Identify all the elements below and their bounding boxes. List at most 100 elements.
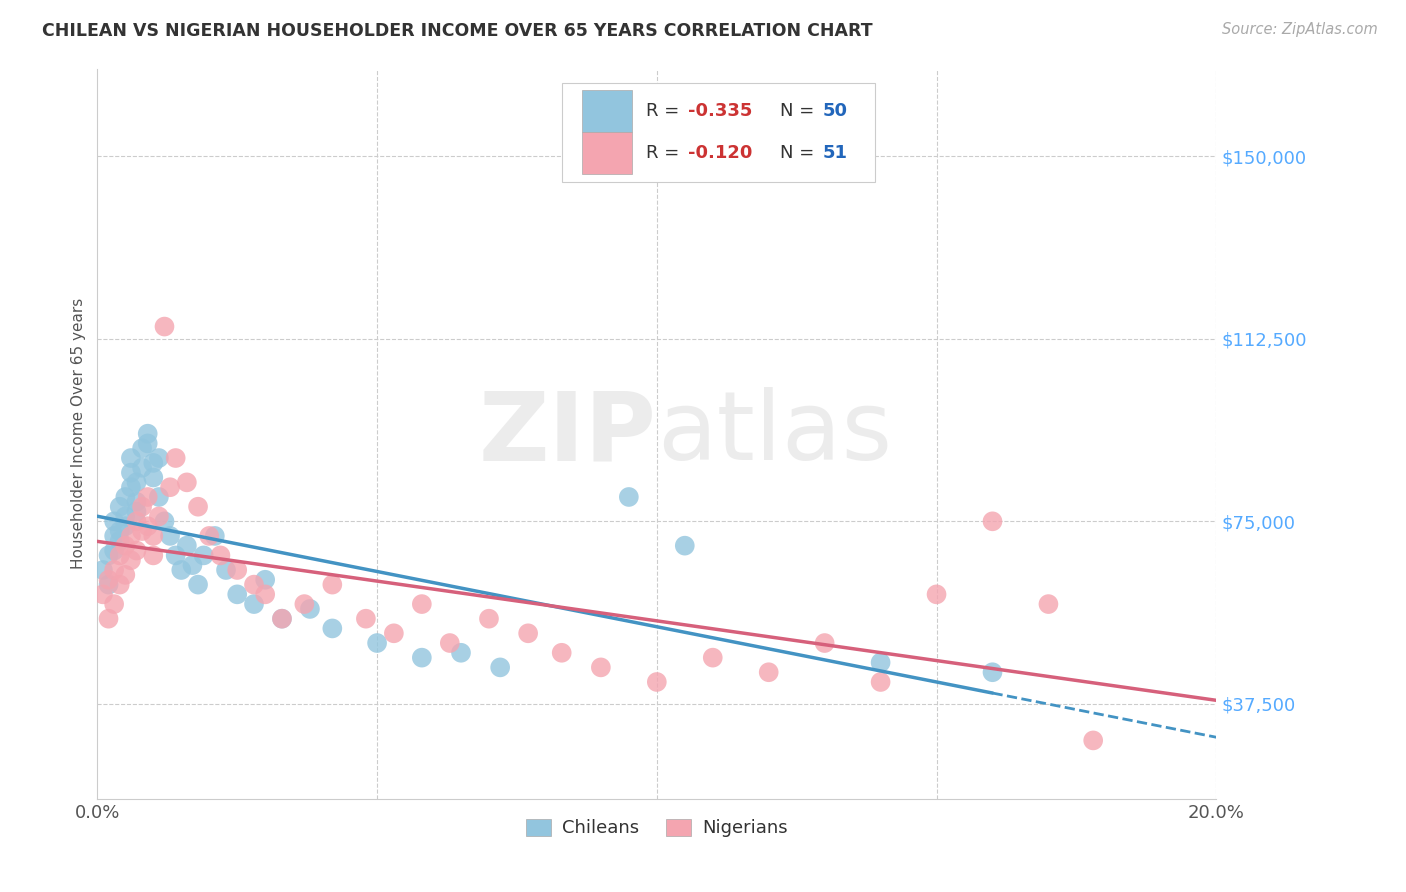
Point [159,529,181,543]
FancyBboxPatch shape [582,132,633,175]
Point [215,563,238,577]
Text: R =: R = [645,102,685,120]
Point [254,573,277,587]
Text: N =: N = [780,145,820,162]
Point [120,480,142,494]
Point [148,490,170,504]
Point [165,450,187,465]
Point [125,505,148,519]
Point [120,450,142,465]
Point [136,519,159,533]
Text: Source: ZipAtlas.com: Source: ZipAtlas.com [1222,22,1378,37]
Text: -0.335: -0.335 [688,102,752,120]
Text: -0.120: -0.120 [688,145,752,162]
Point [131,442,153,456]
Point [125,495,148,509]
Point [159,480,181,494]
Point [243,577,266,591]
Point [103,529,125,543]
Point [204,529,226,543]
Point [869,656,891,670]
Point [131,460,153,475]
Point [981,514,1004,528]
Text: CHILEAN VS NIGERIAN HOUSEHOLDER INCOME OVER 65 YEARS CORRELATION CHART: CHILEAN VS NIGERIAN HOUSEHOLDER INCOME O… [42,22,873,40]
Point [517,626,540,640]
Point [869,675,891,690]
Point [589,660,612,674]
Point [925,587,948,601]
Point [103,543,125,558]
FancyBboxPatch shape [562,83,875,182]
Point [321,577,343,591]
Point [321,622,343,636]
Point [114,509,136,524]
Point [243,597,266,611]
Point [97,577,120,591]
Point [702,650,724,665]
Point [271,612,294,626]
Point [142,529,165,543]
Point [142,456,165,470]
Point [617,490,640,504]
Point [411,650,433,665]
Text: 50: 50 [823,102,848,120]
Point [125,475,148,490]
Point [170,563,193,577]
Text: N =: N = [780,102,820,120]
Text: 51: 51 [823,145,848,162]
Point [120,529,142,543]
Point [165,549,187,563]
Point [176,539,198,553]
Point [382,626,405,640]
Point [108,549,131,563]
Point [131,500,153,514]
Point [176,475,198,490]
FancyBboxPatch shape [582,90,633,132]
Point [298,602,321,616]
Point [181,558,204,573]
Point [148,509,170,524]
Point [153,319,176,334]
Point [1038,597,1060,611]
Point [551,646,574,660]
Point [103,597,125,611]
Text: atlas: atlas [657,387,891,480]
Point [142,470,165,484]
Point [198,529,221,543]
Text: R =: R = [645,145,685,162]
Point [1083,733,1105,747]
Point [114,519,136,533]
Point [450,646,472,660]
Point [645,675,668,690]
Point [114,539,136,553]
Point [354,612,377,626]
Y-axis label: Householder Income Over 65 years: Householder Income Over 65 years [72,298,86,569]
Point [814,636,837,650]
Point [226,563,249,577]
Point [193,549,215,563]
Point [142,549,165,563]
Point [108,500,131,514]
Point [489,660,512,674]
Point [187,500,209,514]
Point [187,577,209,591]
Point [148,450,170,465]
Point [271,612,294,626]
Point [120,466,142,480]
Point [97,549,120,563]
Point [97,612,120,626]
Point [120,553,142,567]
Point [125,514,148,528]
Point [136,426,159,441]
Point [136,490,159,504]
Point [97,573,120,587]
Point [125,543,148,558]
Point [478,612,501,626]
Point [131,524,153,538]
Point [758,665,780,680]
Legend: Chileans, Nigerians: Chileans, Nigerians [519,812,794,845]
Point [209,549,232,563]
Point [153,514,176,528]
Point [103,563,125,577]
Point [366,636,388,650]
